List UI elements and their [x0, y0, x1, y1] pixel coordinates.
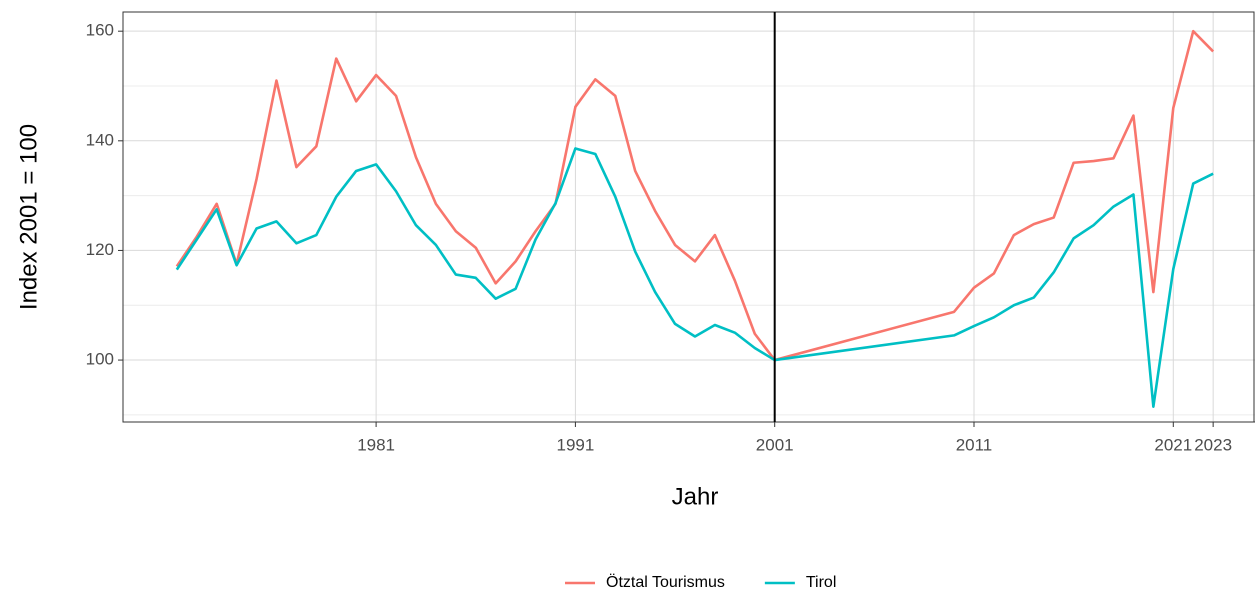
x-tick-label: 1991	[556, 435, 594, 454]
x-tick-label: 2011	[956, 435, 993, 454]
x-tick-label: 1981	[357, 435, 395, 454]
series-line	[175, 29, 1215, 362]
x-axis-label: Jahr	[672, 483, 719, 510]
y-tick-label: 140	[86, 130, 114, 149]
y-tick-label: 160	[86, 21, 114, 40]
legend-label: Tirol	[806, 574, 837, 591]
legend-label: Ötztal Tourismus	[606, 573, 725, 591]
y-tick-label: 120	[86, 240, 114, 259]
x-tick-label: 2021	[1154, 435, 1192, 454]
x-tick-label: 2001	[756, 435, 794, 454]
y-tick-label: 100	[86, 350, 114, 369]
series-line	[175, 147, 1214, 408]
x-tick-label: 2023	[1194, 435, 1232, 454]
y-axis-label: Index 2001 = 100	[15, 124, 42, 310]
